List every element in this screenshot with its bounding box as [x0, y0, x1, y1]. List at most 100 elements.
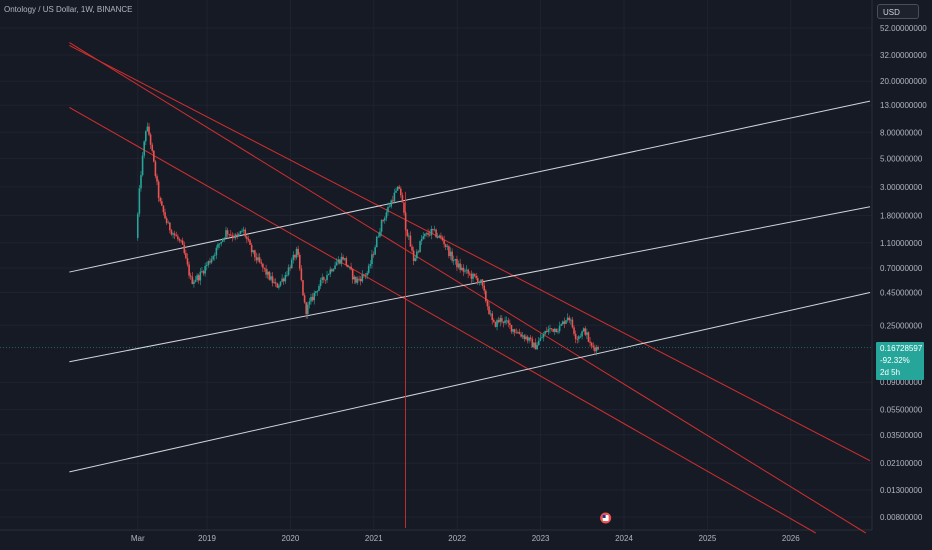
candle-up [533, 342, 535, 348]
candle-down [149, 134, 152, 145]
candle-down [298, 254, 301, 269]
time-axis[interactable]: Mar 2019 2020 2021 2022 2023 2024 2025 2026 [131, 534, 800, 543]
candle-down [359, 278, 362, 282]
price-axis-label: 52.00000000 [880, 24, 927, 33]
price-axis-label: 0.00800000 [880, 513, 923, 522]
candle-up [414, 258, 417, 261]
candle-up [204, 266, 206, 274]
candle-up [581, 331, 583, 337]
candle-down [545, 331, 548, 332]
symbol-title[interactable]: Ontology / US Dollar, 1W, BINANCE [4, 5, 133, 14]
candle-up [553, 328, 556, 332]
candle-down [339, 259, 341, 264]
candle-up [252, 250, 255, 253]
trendlines [69, 42, 871, 534]
candle-down [520, 334, 522, 337]
candle-up [308, 301, 311, 305]
candle-down [574, 333, 577, 339]
candle-down [475, 275, 477, 279]
descending-trendline [69, 106, 817, 534]
currency-button[interactable]: USD [877, 4, 919, 19]
candle-up [266, 271, 269, 275]
candle-up [570, 319, 572, 321]
event-marker[interactable] [600, 512, 612, 524]
candle-down [448, 246, 450, 257]
candle-up [238, 233, 240, 236]
candle-down [473, 273, 476, 276]
candle-down [303, 295, 306, 303]
candle-down [173, 233, 176, 236]
time-axis-label: 2026 [782, 534, 800, 543]
candle-down [491, 313, 494, 321]
bar-countdown: 2d 5h [880, 368, 901, 377]
candle-down [324, 279, 327, 281]
candle-up [558, 325, 561, 332]
candle-down [189, 275, 192, 277]
candle-down [148, 126, 150, 135]
time-axis-label: 2024 [615, 534, 633, 543]
candle-up [234, 234, 237, 239]
candle-down [305, 302, 307, 315]
candle-up [207, 261, 210, 265]
flag-icon-canton [602, 515, 606, 518]
candle-down [441, 237, 444, 241]
candle-up [582, 328, 585, 332]
candle-up [460, 267, 463, 270]
candle-up [505, 320, 508, 322]
price-axis-label: 1.80000000 [880, 211, 923, 220]
candle-up [199, 271, 202, 281]
candle-down [427, 232, 429, 235]
candle-up [335, 262, 338, 266]
candle-down [350, 266, 352, 270]
candle-down [563, 321, 566, 324]
candle-up [218, 243, 221, 245]
candle-up [223, 237, 226, 239]
candle-down [274, 282, 277, 284]
candle-up [385, 212, 388, 219]
candle-down [550, 328, 553, 330]
candle-up [356, 278, 359, 283]
candle-up [464, 270, 466, 272]
price-axis-label: 0.05500000 [880, 406, 923, 415]
candle-down [164, 212, 166, 219]
candle-down [154, 161, 157, 177]
candle-up [578, 336, 580, 340]
price-axis-label: 3.00000000 [880, 183, 923, 192]
candle-up [366, 272, 368, 276]
price-axis[interactable]: 52.00000000 32.00000000 20.00000000 13.0000… [880, 24, 927, 522]
candle-down [351, 269, 354, 280]
candle-up [424, 233, 426, 237]
candle-down [169, 222, 171, 231]
candle-down [311, 296, 314, 301]
candle-down [300, 268, 303, 281]
candle-up [273, 282, 275, 284]
candle-up [172, 233, 174, 235]
candle-down [183, 244, 186, 254]
time-axis-label: 2022 [448, 534, 466, 543]
candle-up [420, 238, 423, 242]
candle-down [531, 339, 534, 348]
candle-up [388, 206, 391, 208]
candle-down [262, 263, 264, 268]
candle-down [250, 244, 253, 253]
candle-down [485, 290, 487, 302]
candle-up [539, 337, 542, 341]
candle-down [372, 254, 375, 256]
candle-down [411, 246, 413, 251]
candle-up [143, 141, 145, 156]
candle-up [140, 175, 142, 189]
price-axis-label: 5.00000000 [880, 154, 923, 163]
candle-up [375, 236, 378, 248]
candle-up [327, 274, 330, 276]
candle-down [180, 240, 182, 242]
candle-up [310, 296, 312, 302]
candle-up [337, 259, 340, 263]
candle-down [552, 328, 554, 332]
candle-down [587, 332, 590, 342]
candle-up [390, 200, 392, 207]
candle-up [430, 228, 433, 236]
candle-down [400, 188, 402, 196]
candle-up [348, 266, 351, 268]
candle-down [185, 253, 187, 259]
